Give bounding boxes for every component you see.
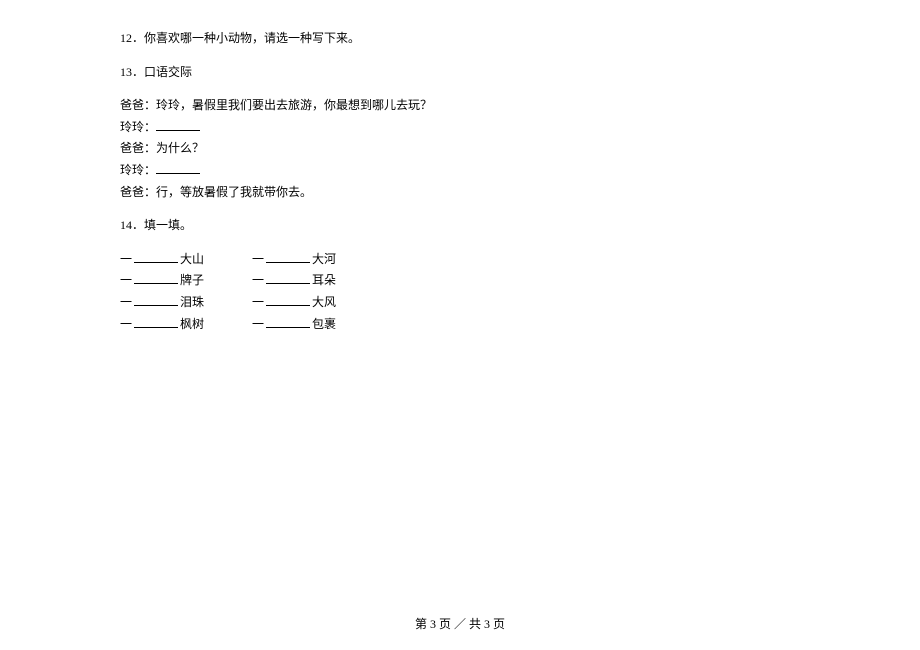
fill-word: 枫树 — [180, 317, 204, 331]
fill-word: 耳朵 — [312, 273, 336, 287]
fill-row: 一 牌子 — [120, 270, 204, 292]
fill-word: 大河 — [312, 252, 336, 266]
footer-sep: ／ — [451, 617, 469, 631]
question-14: 14．填一填。 — [120, 215, 800, 237]
dialog-line-5: 爸爸：行，等放暑假了我就带你去。 — [120, 182, 800, 204]
dialog-2-blank — [156, 118, 200, 131]
q13-title: 口语交际 — [144, 65, 192, 79]
dialog-line-1: 爸爸：玲玲，暑假里我们要出去旅游，你最想到哪儿去玩？ — [120, 95, 800, 117]
dialog-2-prefix: 玲玲： — [120, 120, 156, 134]
fill-blank — [266, 293, 310, 306]
footer-total: 共 3 页 — [469, 617, 505, 631]
q13-number: 13． — [120, 65, 144, 79]
question-12: 12．你喜欢哪一种小动物，请选一种写下来。 — [120, 28, 800, 50]
dialog-line-4: 玲玲： — [120, 160, 800, 182]
fill-blank — [266, 315, 310, 328]
fill-prefix: 一 — [120, 252, 132, 266]
page-content: 12．你喜欢哪一种小动物，请选一种写下来。 13．口语交际 爸爸：玲玲，暑假里我… — [0, 0, 920, 335]
fill-row: 一 耳朵 — [252, 270, 336, 292]
fill-prefix: 一 — [252, 252, 264, 266]
fill-blank — [134, 271, 178, 284]
fill-prefix: 一 — [120, 273, 132, 287]
fill-grid: 一大山 一牌子 一泪珠 一枫树 一大河 一耳朵 一大风 一包裹 — [120, 249, 800, 335]
fill-prefix: 一 — [252, 273, 264, 287]
fill-prefix: 一 — [120, 317, 132, 331]
question-13: 13．口语交际 — [120, 62, 800, 84]
q12-number: 12． — [120, 31, 144, 45]
dialog-4-blank — [156, 161, 200, 174]
dialog-3-text: 爸爸：为什么？ — [120, 141, 204, 155]
fill-word: 包裹 — [312, 317, 336, 331]
fill-row: 一 泪珠 — [120, 292, 204, 314]
fill-blank — [134, 315, 178, 328]
fill-row: 一 包裹 — [252, 314, 336, 336]
fill-blank — [266, 250, 310, 263]
fill-row: 一 大山 — [120, 249, 204, 271]
fill-prefix: 一 — [252, 295, 264, 309]
fill-row: 一 大风 — [252, 292, 336, 314]
dialog-line-3: 爸爸：为什么？ — [120, 138, 800, 160]
fill-col-1: 一大山 一牌子 一泪珠 一枫树 — [120, 249, 204, 335]
fill-blank — [134, 250, 178, 263]
fill-word: 大风 — [312, 295, 336, 309]
fill-prefix: 一 — [252, 317, 264, 331]
fill-word: 牌子 — [180, 273, 204, 287]
fill-row: 一 枫树 — [120, 314, 204, 336]
footer-current: 第 3 页 — [415, 617, 451, 631]
fill-blank — [266, 271, 310, 284]
fill-word: 大山 — [180, 252, 204, 266]
fill-blank — [134, 293, 178, 306]
dialog-block: 爸爸：玲玲，暑假里我们要出去旅游，你最想到哪儿去玩？ 玲玲： 爸爸：为什么？ 玲… — [120, 95, 800, 203]
fill-col-2: 一大河 一耳朵 一大风 一包裹 — [252, 249, 336, 335]
q14-title: 填一填。 — [144, 218, 192, 232]
page-footer: 第 3 页 ／ 共 3 页 — [0, 615, 920, 632]
fill-word: 泪珠 — [180, 295, 204, 309]
q12-text: 你喜欢哪一种小动物，请选一种写下来。 — [144, 31, 360, 45]
q14-number: 14． — [120, 218, 144, 232]
fill-prefix: 一 — [120, 295, 132, 309]
dialog-5-text: 爸爸：行，等放暑假了我就带你去。 — [120, 185, 312, 199]
dialog-line-2: 玲玲： — [120, 117, 800, 139]
dialog-1-text: 爸爸：玲玲，暑假里我们要出去旅游，你最想到哪儿去玩？ — [120, 98, 432, 112]
dialog-4-prefix: 玲玲： — [120, 163, 156, 177]
fill-row: 一 大河 — [252, 249, 336, 271]
